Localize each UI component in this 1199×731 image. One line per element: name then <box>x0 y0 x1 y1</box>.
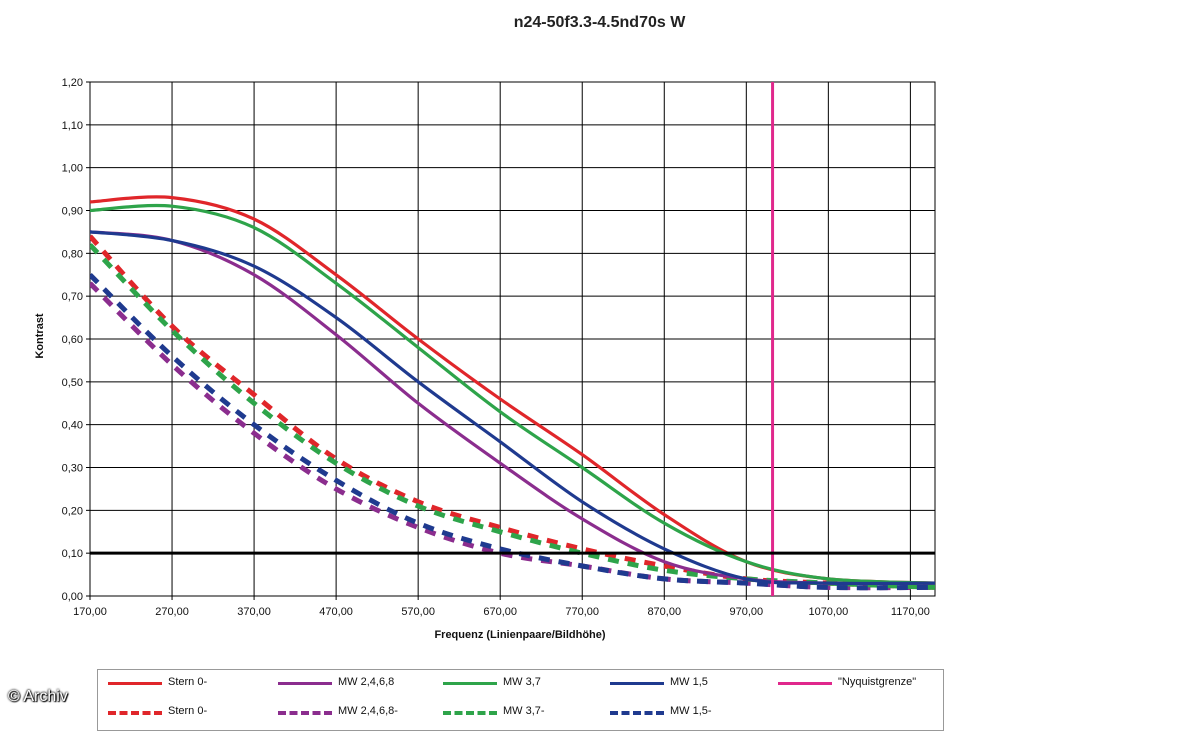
y-tick-label: 1,20 <box>62 77 83 89</box>
legend-label: "Nyquistgrenze" <box>838 676 917 688</box>
y-tick-label: 0,40 <box>62 420 83 432</box>
y-tick-label: 1,00 <box>62 163 83 175</box>
legend-swatch <box>108 711 162 715</box>
x-tick-label: 1170,00 <box>891 606 930 618</box>
x-tick-label: 870,00 <box>647 606 681 618</box>
x-tick-label: 470,00 <box>319 606 353 618</box>
y-tick-label: 0,10 <box>62 548 83 560</box>
legend-swatch <box>610 682 664 685</box>
legend-swatch <box>610 711 664 715</box>
x-tick-label: 570,00 <box>401 606 435 618</box>
x-tick-label: 770,00 <box>565 606 599 618</box>
y-tick-label: 1,10 <box>62 120 83 132</box>
x-tick-label: 370,00 <box>237 606 271 618</box>
x-tick-label: 970,00 <box>729 606 763 618</box>
legend-label: MW 2,4,6,8 <box>338 676 395 688</box>
legend-label: Stern 0- <box>168 676 208 688</box>
series-line-dashed <box>90 273 935 591</box>
x-axis-label: Frequenz (Linienpaare/Bildhöhe) <box>434 629 606 641</box>
y-axis-label: Kontrast <box>34 313 46 359</box>
legend-swatch <box>278 682 332 685</box>
y-tick-label: 0,00 <box>62 591 83 603</box>
chart-legend: Stern 0- MW 2,4,6,8 MW 3,7 MW 1,5 "Nyquistgr… <box>97 669 944 731</box>
x-tick-label: 670,00 <box>483 606 517 618</box>
legend-swatch <box>278 711 332 715</box>
legend-swatch <box>778 682 832 685</box>
x-tick-label: 1070,00 <box>808 606 848 618</box>
chart-title: n24-50f3.3-4.5nd70s W <box>513 14 686 31</box>
legend-label: Stern 0- <box>168 705 208 717</box>
x-tick-label: 170,00 <box>73 606 107 618</box>
chart-plot: 170,00 270,00 370,00 470,00 570,00 670,00 770,… <box>62 77 936 618</box>
x-tick-label: 270,00 <box>155 606 189 618</box>
y-tick-label: 0,30 <box>62 463 83 475</box>
copyright-watermark: © Archiv <box>8 688 68 705</box>
y-tick-label: 0,20 <box>62 505 83 517</box>
y-tick-label: 0,60 <box>62 334 83 346</box>
legend-swatch <box>443 682 497 685</box>
y-tick-label: 0,50 <box>62 377 83 389</box>
y-tick-label: 0,90 <box>62 206 83 218</box>
legend-label: MW 3,7- <box>503 705 545 717</box>
y-tick-label: 0,80 <box>62 248 83 260</box>
legend-swatch <box>443 711 497 715</box>
legend-label: MW 3,7 <box>503 676 541 688</box>
legend-swatch <box>108 682 162 685</box>
legend-label: MW 1,5 <box>670 676 708 688</box>
legend-label: MW 2,4,6,8- <box>338 705 398 717</box>
y-tick-label: 0,70 <box>62 291 83 303</box>
legend-label: MW 1,5- <box>670 705 712 717</box>
